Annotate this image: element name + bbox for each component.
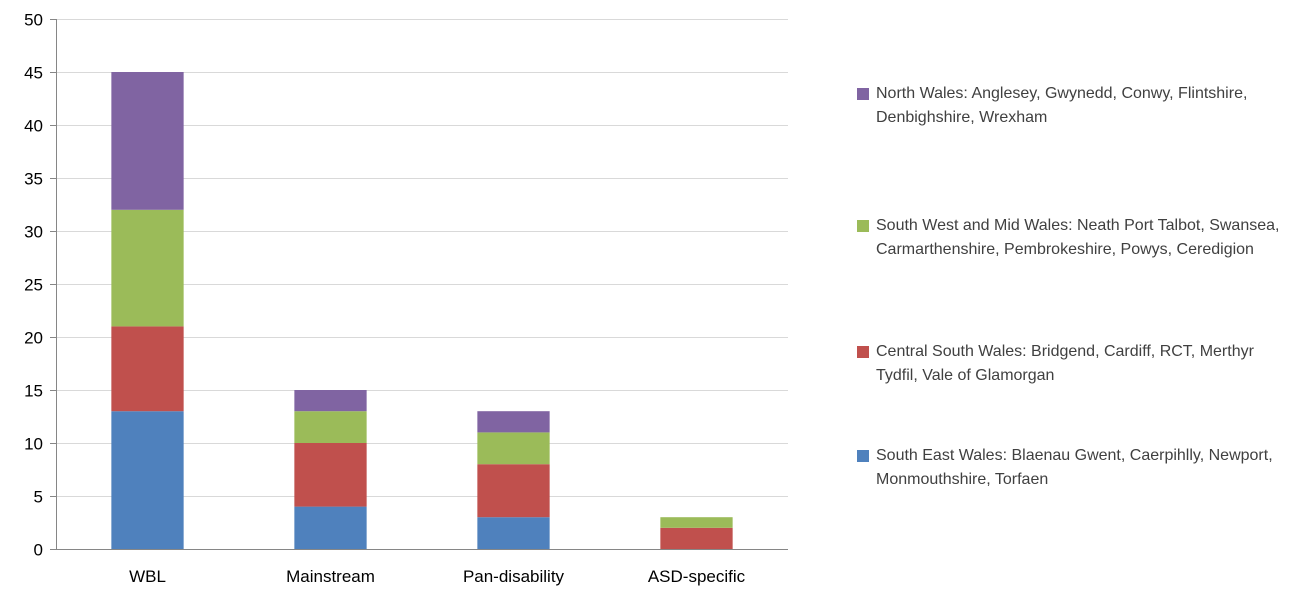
bar-segment [111,209,184,327]
legend-swatch [857,450,869,462]
y-tick-label: 10 [24,435,43,454]
legend-item: Central South Wales: Bridgend, Cardiff, … [857,340,1297,388]
legend-label: South West and Mid Wales: Neath Port Tal… [876,217,1280,258]
legend-label: North Wales: Anglesey, Gwynedd, Conwy, F… [876,85,1248,126]
legend-item: South East Wales: Blaenau Gwent, Caerpih… [857,444,1297,492]
y-tick-label: 50 [24,11,43,30]
bar-segment [111,72,184,210]
legend-swatch [857,220,869,232]
y-tick-label: 0 [34,541,43,560]
legend-swatch [857,346,869,358]
bar-segment [477,411,550,433]
legend-swatch [857,88,869,100]
y-tick-label: 30 [24,223,43,242]
x-tick-labels: WBL Mainstream Pan-disability ASD-specific [129,567,746,586]
x-tick-label: Mainstream [286,567,375,586]
x-tick-label: Pan-disability [463,567,565,586]
bar-segment [294,506,367,549]
stacked-bar-chart: 0 5 10 15 20 25 30 35 40 45 50 WBL Mainstream Pan-di… [24,11,788,586]
bars [111,72,733,549]
x-tick-label: ASD-specific [648,567,746,586]
y-tick-label: 45 [24,64,43,83]
bar-segment [477,432,550,465]
bar-segment [477,517,550,549]
y-tick-label: 20 [24,329,43,348]
bar-segment [477,464,550,518]
bar-segment [660,517,733,528]
legend-item: North Wales: Anglesey, Gwynedd, Conwy, F… [857,82,1297,130]
y-tick-label: 35 [24,170,43,189]
bar-segment [660,527,733,549]
bar-segment [111,326,184,412]
y-tick-label: 25 [24,276,43,295]
bar-segment [111,411,184,549]
bar-segment [294,390,367,412]
axes [50,19,788,550]
y-tick-label: 40 [24,117,43,136]
bar-segment [294,411,367,443]
x-tick-label: WBL [129,567,166,586]
y-tick-label: 5 [34,488,43,507]
legend-label: Central South Wales: Bridgend, Cardiff, … [876,343,1254,384]
legend-label: South East Wales: Blaenau Gwent, Caerpih… [876,447,1273,488]
bar-segment [294,443,367,507]
y-tick-label: 15 [24,382,43,401]
legend-item: South West and Mid Wales: Neath Port Tal… [857,214,1297,262]
y-tick-labels: 0 5 10 15 20 25 30 35 40 45 50 [24,11,43,560]
